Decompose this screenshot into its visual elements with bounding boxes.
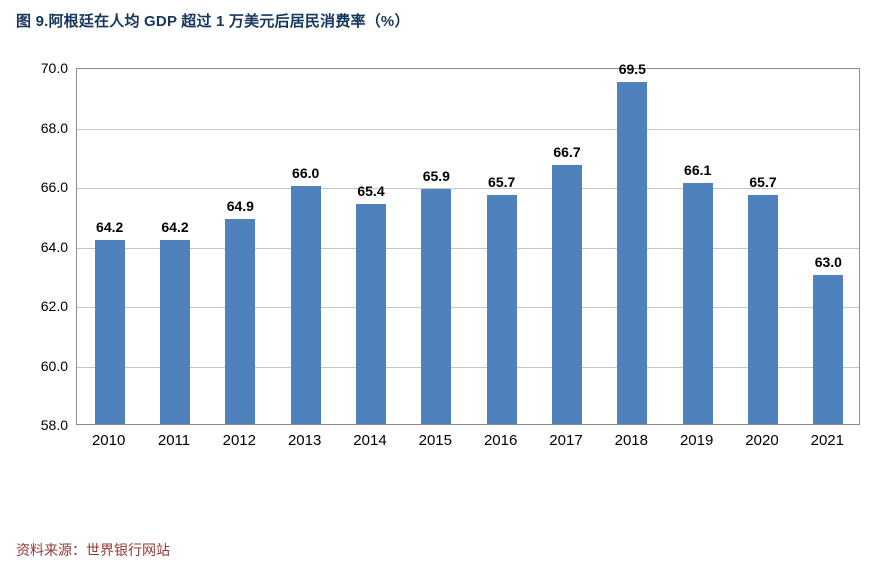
gridline [77,247,859,249]
bar-value-label: 63.0 [814,254,842,271]
bar-2020 [747,194,778,424]
bar-value-label: 65.7 [488,173,516,190]
y-tick-label: 66.0 [40,179,68,195]
gridline [77,307,859,308]
x-tick-label: 2019 [679,432,714,449]
x-tick-label: 2013 [287,432,322,449]
bar-slot: 66.1 [665,69,730,424]
bar-2013 [290,186,321,424]
x-tick-label: 2010 [91,432,126,449]
bar-value-label: 64.9 [226,197,254,214]
bar-slot: 65.7 [469,69,534,424]
gridline [77,366,859,368]
y-tick-label: 68.0 [40,119,68,136]
bar-slot: 64.2 [142,69,207,424]
bar-slot: 69.5 [600,61,665,424]
x-tick-label: 2017 [549,432,583,449]
plot-area: 64.2 64.2 64.9 66.0 65.4 65.9 65.7 66.7 69.5 66.1… [76,61,861,425]
bar-value-label: 69.5 [618,60,646,77]
bar-value-label: 65.9 [422,167,450,184]
bar-2014 [355,203,386,424]
x-tick-label: 2012 [222,432,256,449]
x-tick-label: 2016 [483,432,518,449]
y-tick-label: 70.0 [40,60,68,76]
bar-2010 [94,239,125,424]
y-tick-label: 62.0 [40,298,68,314]
y-tick-label: 64.0 [40,238,68,255]
bar-value-label: 66.1 [684,162,712,179]
bar-2017 [551,165,582,424]
bar-value-label: 64.2 [96,218,124,235]
bar-slot: 66.7 [534,69,599,424]
x-tick-label: 2018 [614,432,648,449]
bar-slot: 65.7 [730,69,795,424]
bar-value-label: 66.0 [292,165,320,181]
source-note: 资料来源：世界银行网站 [16,542,170,558]
x-tick-label: 2011 [157,432,191,449]
bar-value-label: 65.4 [357,182,385,199]
gridline [77,128,859,130]
y-tick-label: 60.0 [40,357,68,374]
chart-title: 图 9.阿根廷在人均 GDP 超过 1 万美元后居民消费率（%） [16,13,410,30]
y-tick-label: 58.0 [40,417,68,433]
x-tick-label: 2021 [810,432,844,449]
bar-slot: 64.2 [77,69,142,424]
bar-chart: 64.2 64.2 64.9 66.0 65.4 65.9 65.7 66.7 69.5 66.1… [0,40,875,460]
x-tick-label: 2015 [418,432,452,449]
bar-2019 [682,183,713,424]
bar-slot: 65.9 [404,69,469,424]
bar-value-label: 65.7 [749,173,777,190]
bar-value-label: 64.2 [161,218,189,235]
bar-slot: 64.9 [208,69,273,424]
gridline [77,188,859,189]
bar-slot: 63.0 [796,69,861,424]
bar-2015 [421,188,452,424]
bar-2012 [225,218,256,424]
bar-2021 [813,275,844,424]
bar-slot: 65.4 [338,69,403,424]
bar-2018 [617,81,648,424]
bar-2016 [486,194,517,424]
bar-slot: 66.0 [273,69,338,424]
x-tick-label: 2014 [353,432,387,449]
bar-value-label: 66.7 [553,144,581,161]
x-tick-label: 2020 [745,432,779,449]
bar-2011 [159,239,190,424]
